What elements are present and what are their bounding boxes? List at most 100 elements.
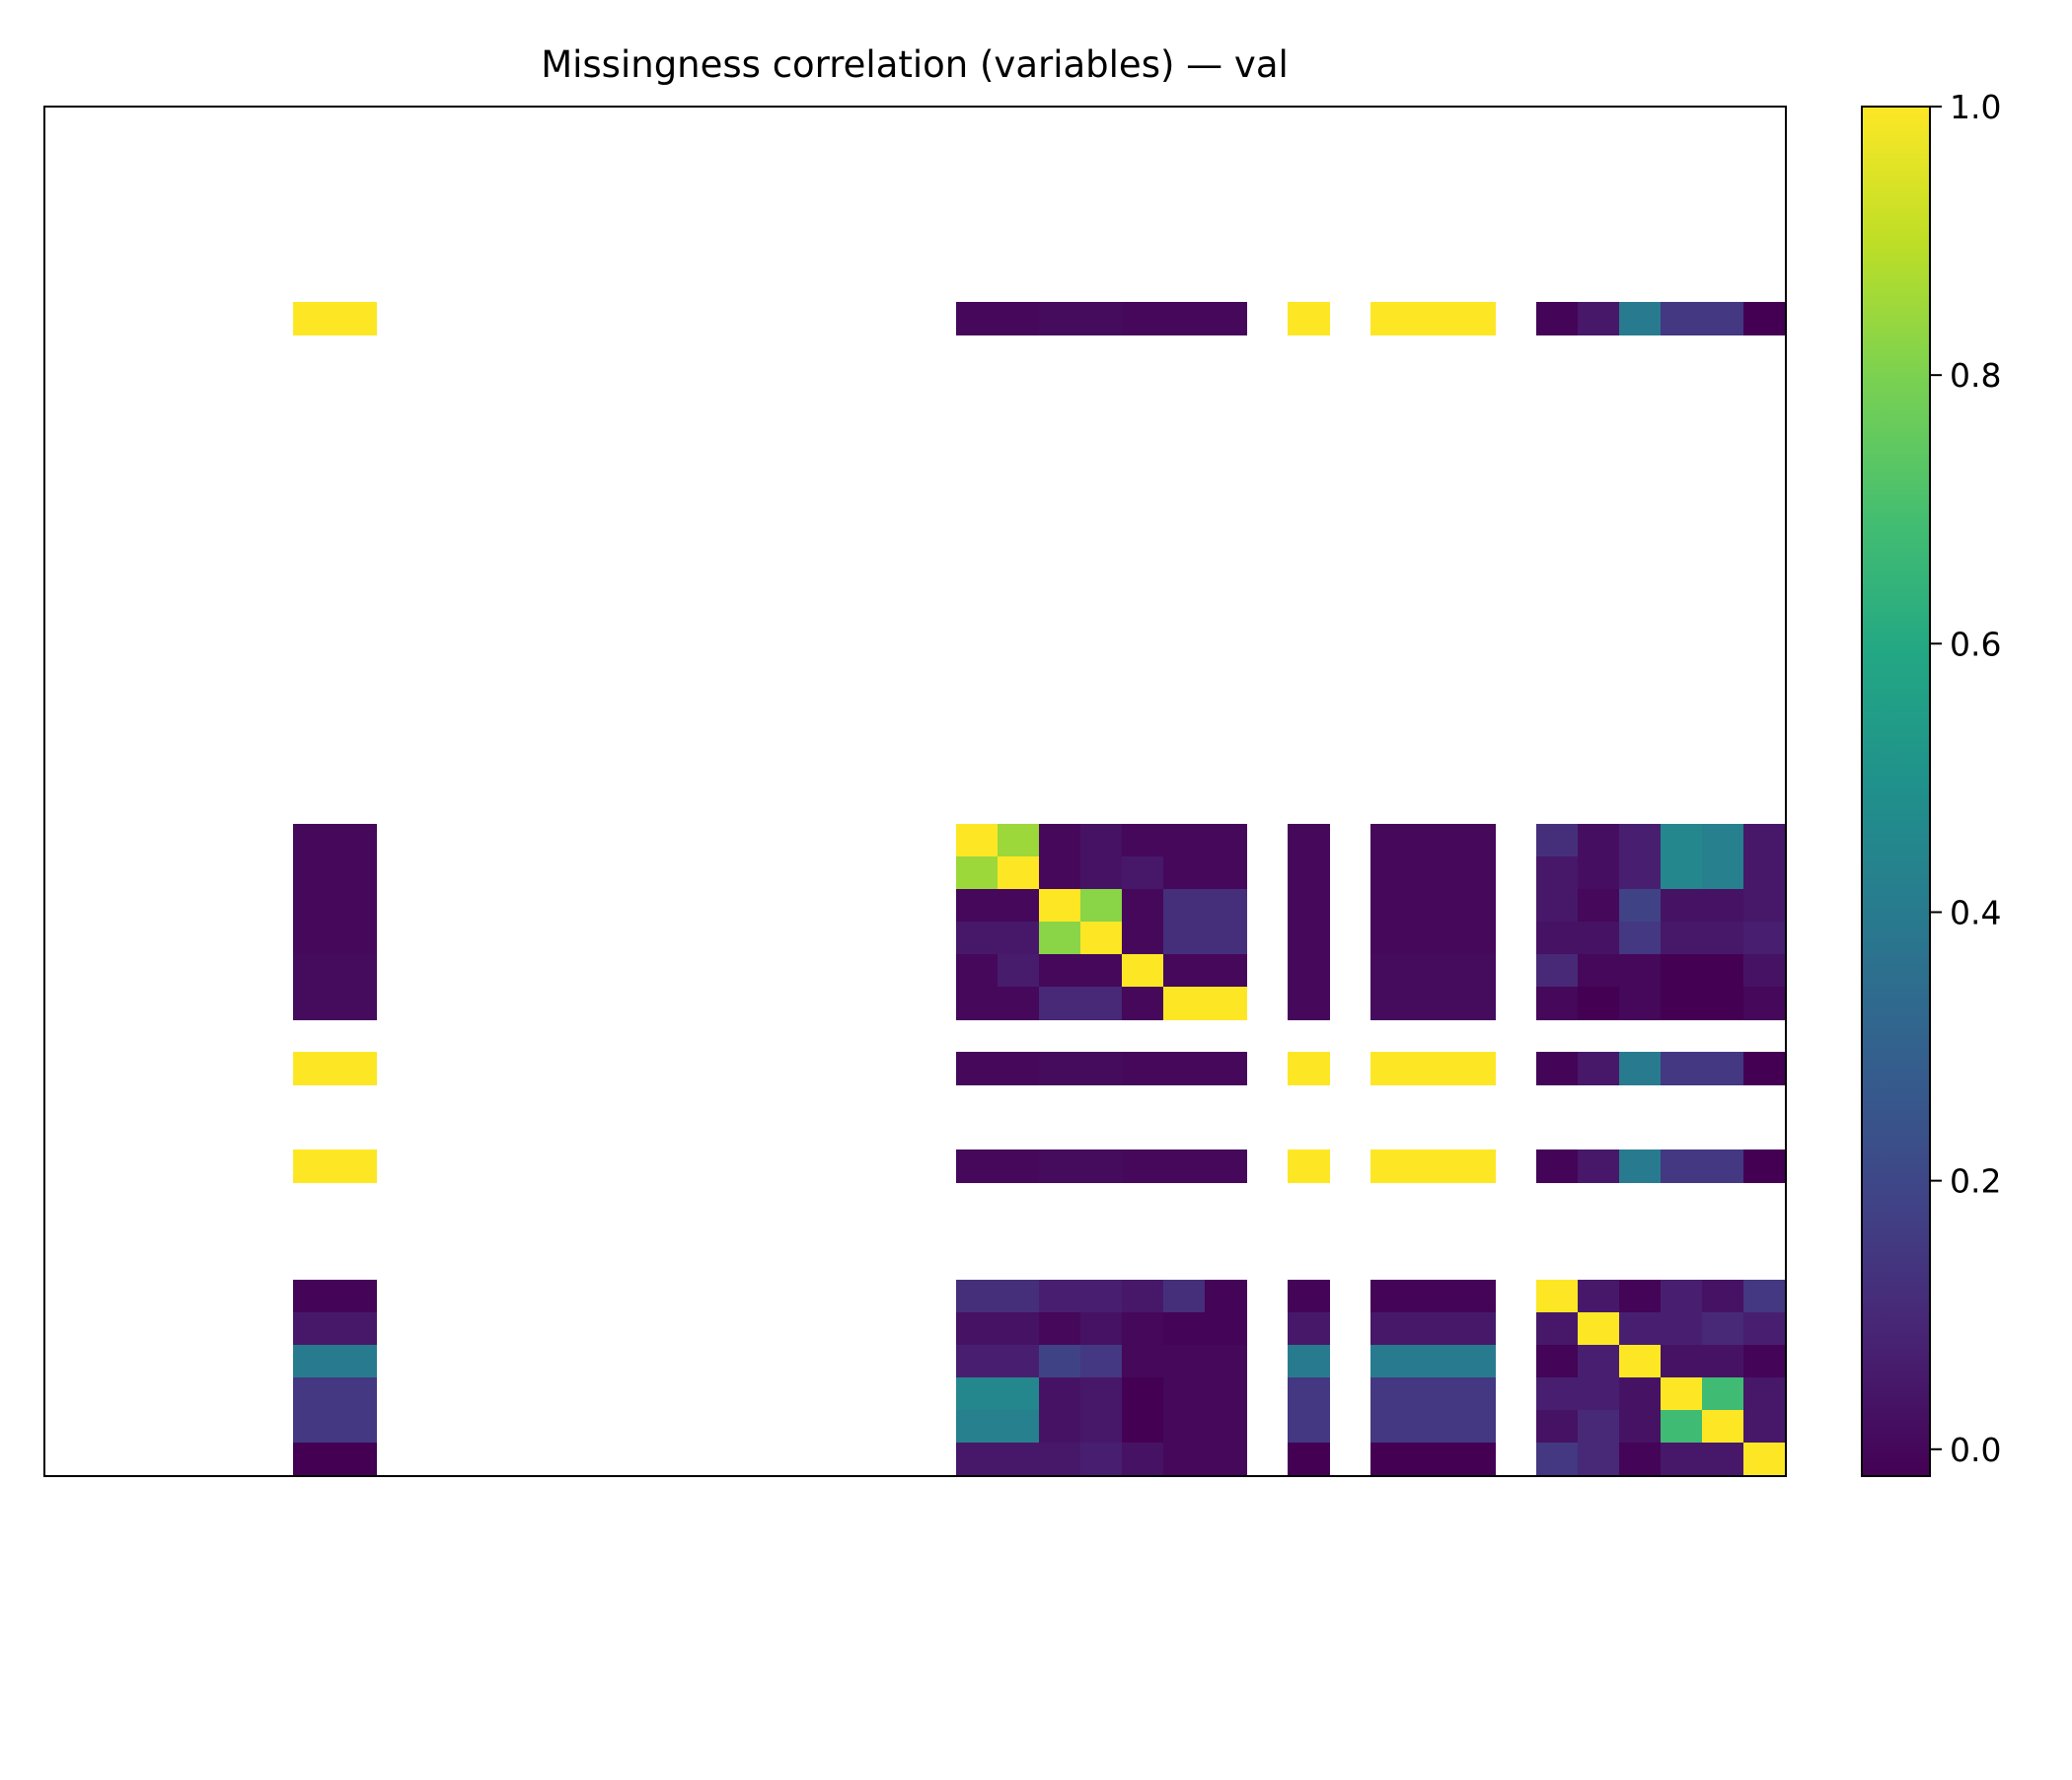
heatmap-cell: [1370, 1410, 1413, 1444]
heatmap-cell: [1743, 1150, 1786, 1183]
heatmap-cell: [1412, 1280, 1454, 1313]
heatmap-cell: [1163, 824, 1206, 857]
heatmap-cell: [1453, 1280, 1496, 1313]
heatmap-cell: [998, 889, 1040, 923]
heatmap-cell: [334, 1312, 377, 1346]
heatmap-cell: [1743, 1377, 1786, 1411]
heatmap-cell: [1702, 1052, 1744, 1085]
heatmap-cell: [1661, 987, 1703, 1020]
heatmap-cell: [1412, 987, 1454, 1020]
colorbar-tick-label: 0.2: [1950, 1162, 2001, 1201]
heatmap-cell: [998, 1280, 1040, 1313]
heatmap-cell: [1412, 1052, 1454, 1085]
heatmap-cell: [956, 987, 999, 1020]
heatmap-cell: [956, 824, 999, 857]
heatmap-cell: [1619, 954, 1662, 988]
heatmap-cell: [1122, 1150, 1164, 1183]
heatmap-cell: [1080, 302, 1123, 335]
heatmap-cell: [1039, 302, 1081, 335]
heatmap-cell: [1453, 1052, 1496, 1085]
heatmap-cell: [1578, 1052, 1620, 1085]
heatmap-cells: [293, 302, 1786, 1477]
heatmap-cell: [956, 1345, 999, 1378]
heatmap-cell: [1122, 987, 1164, 1020]
heatmap-cell: [334, 922, 377, 955]
heatmap-cell: [1578, 987, 1620, 1020]
heatmap-cell: [293, 1345, 335, 1378]
heatmap-cell: [1122, 1443, 1164, 1477]
heatmap-cell: [1702, 954, 1744, 988]
heatmap-cell: [1080, 1052, 1123, 1085]
heatmap-cell: [956, 1150, 999, 1183]
heatmap-cell: [1370, 987, 1413, 1020]
heatmap-cell: [334, 1280, 377, 1313]
heatmap-cell: [1370, 1052, 1413, 1085]
heatmap-cell: [1039, 824, 1081, 857]
heatmap-cell: [334, 987, 377, 1020]
heatmap-cell: [1578, 1410, 1620, 1444]
heatmap-cell: [1122, 302, 1164, 335]
heatmap-cell: [1536, 1052, 1579, 1085]
heatmap-cell: [1039, 1052, 1081, 1085]
heatmap-cell: [1743, 1052, 1786, 1085]
heatmap-cell: [956, 922, 999, 955]
heatmap-cell: [1039, 1410, 1081, 1444]
heatmap-cell: [1288, 1312, 1330, 1346]
heatmap-cell: [998, 1410, 1040, 1444]
heatmap-cell: [1453, 1312, 1496, 1346]
heatmap-cell: [1412, 1410, 1454, 1444]
heatmap-cell: [1288, 987, 1330, 1020]
heatmap-cell: [1370, 302, 1413, 335]
heatmap-cell: [1205, 1410, 1247, 1444]
heatmap-cell: [1288, 824, 1330, 857]
heatmap-cell: [1536, 302, 1579, 335]
heatmap-cell: [334, 1345, 377, 1378]
heatmap-cell: [1163, 954, 1206, 988]
heatmap-cell: [1453, 1345, 1496, 1378]
heatmap-cell: [1578, 824, 1620, 857]
heatmap-cell: [1743, 922, 1786, 955]
heatmap-cell: [1619, 1150, 1662, 1183]
heatmap-cell: [293, 1052, 335, 1085]
heatmap-cell: [1578, 954, 1620, 988]
heatmap-cell: [998, 1312, 1040, 1346]
heatmap-cell: [1619, 922, 1662, 955]
heatmap-cell: [1288, 889, 1330, 923]
heatmap-cell: [1370, 1150, 1413, 1183]
heatmap-cell: [1743, 824, 1786, 857]
heatmap-cell: [1536, 889, 1579, 923]
heatmap-cell: [1453, 824, 1496, 857]
heatmap-cell: [1039, 889, 1081, 923]
heatmap-cell: [293, 922, 335, 955]
heatmap-cell: [1578, 889, 1620, 923]
heatmap-cell: [1288, 302, 1330, 335]
heatmap-cell: [1702, 987, 1744, 1020]
heatmap-cell: [1205, 1312, 1247, 1346]
heatmap-cell: [1661, 1312, 1703, 1346]
heatmap-cell: [956, 1052, 999, 1085]
heatmap-cell: [293, 954, 335, 988]
heatmap-cell: [1661, 856, 1703, 890]
heatmap-cell: [1163, 1410, 1206, 1444]
heatmap-cell: [293, 1443, 335, 1477]
heatmap-cell: [334, 1443, 377, 1477]
heatmap-cell: [1163, 1443, 1206, 1477]
heatmap-cell: [1080, 1377, 1123, 1411]
heatmap-cell: [1122, 1377, 1164, 1411]
heatmap-cell: [1122, 856, 1164, 890]
plot-frame: [43, 106, 1787, 1477]
heatmap-cell: [293, 1280, 335, 1313]
heatmap-cell: [1163, 987, 1206, 1020]
heatmap-cell: [1080, 1150, 1123, 1183]
heatmap-cell: [1205, 1052, 1247, 1085]
heatmap-cell: [1702, 824, 1744, 857]
heatmap-cell: [1536, 954, 1579, 988]
heatmap-cell: [1412, 954, 1454, 988]
heatmap-cell: [1080, 1280, 1123, 1313]
heatmap-cell: [1163, 889, 1206, 923]
heatmap-cell: [1619, 987, 1662, 1020]
heatmap-cell: [998, 954, 1040, 988]
heatmap-cell: [1039, 922, 1081, 955]
